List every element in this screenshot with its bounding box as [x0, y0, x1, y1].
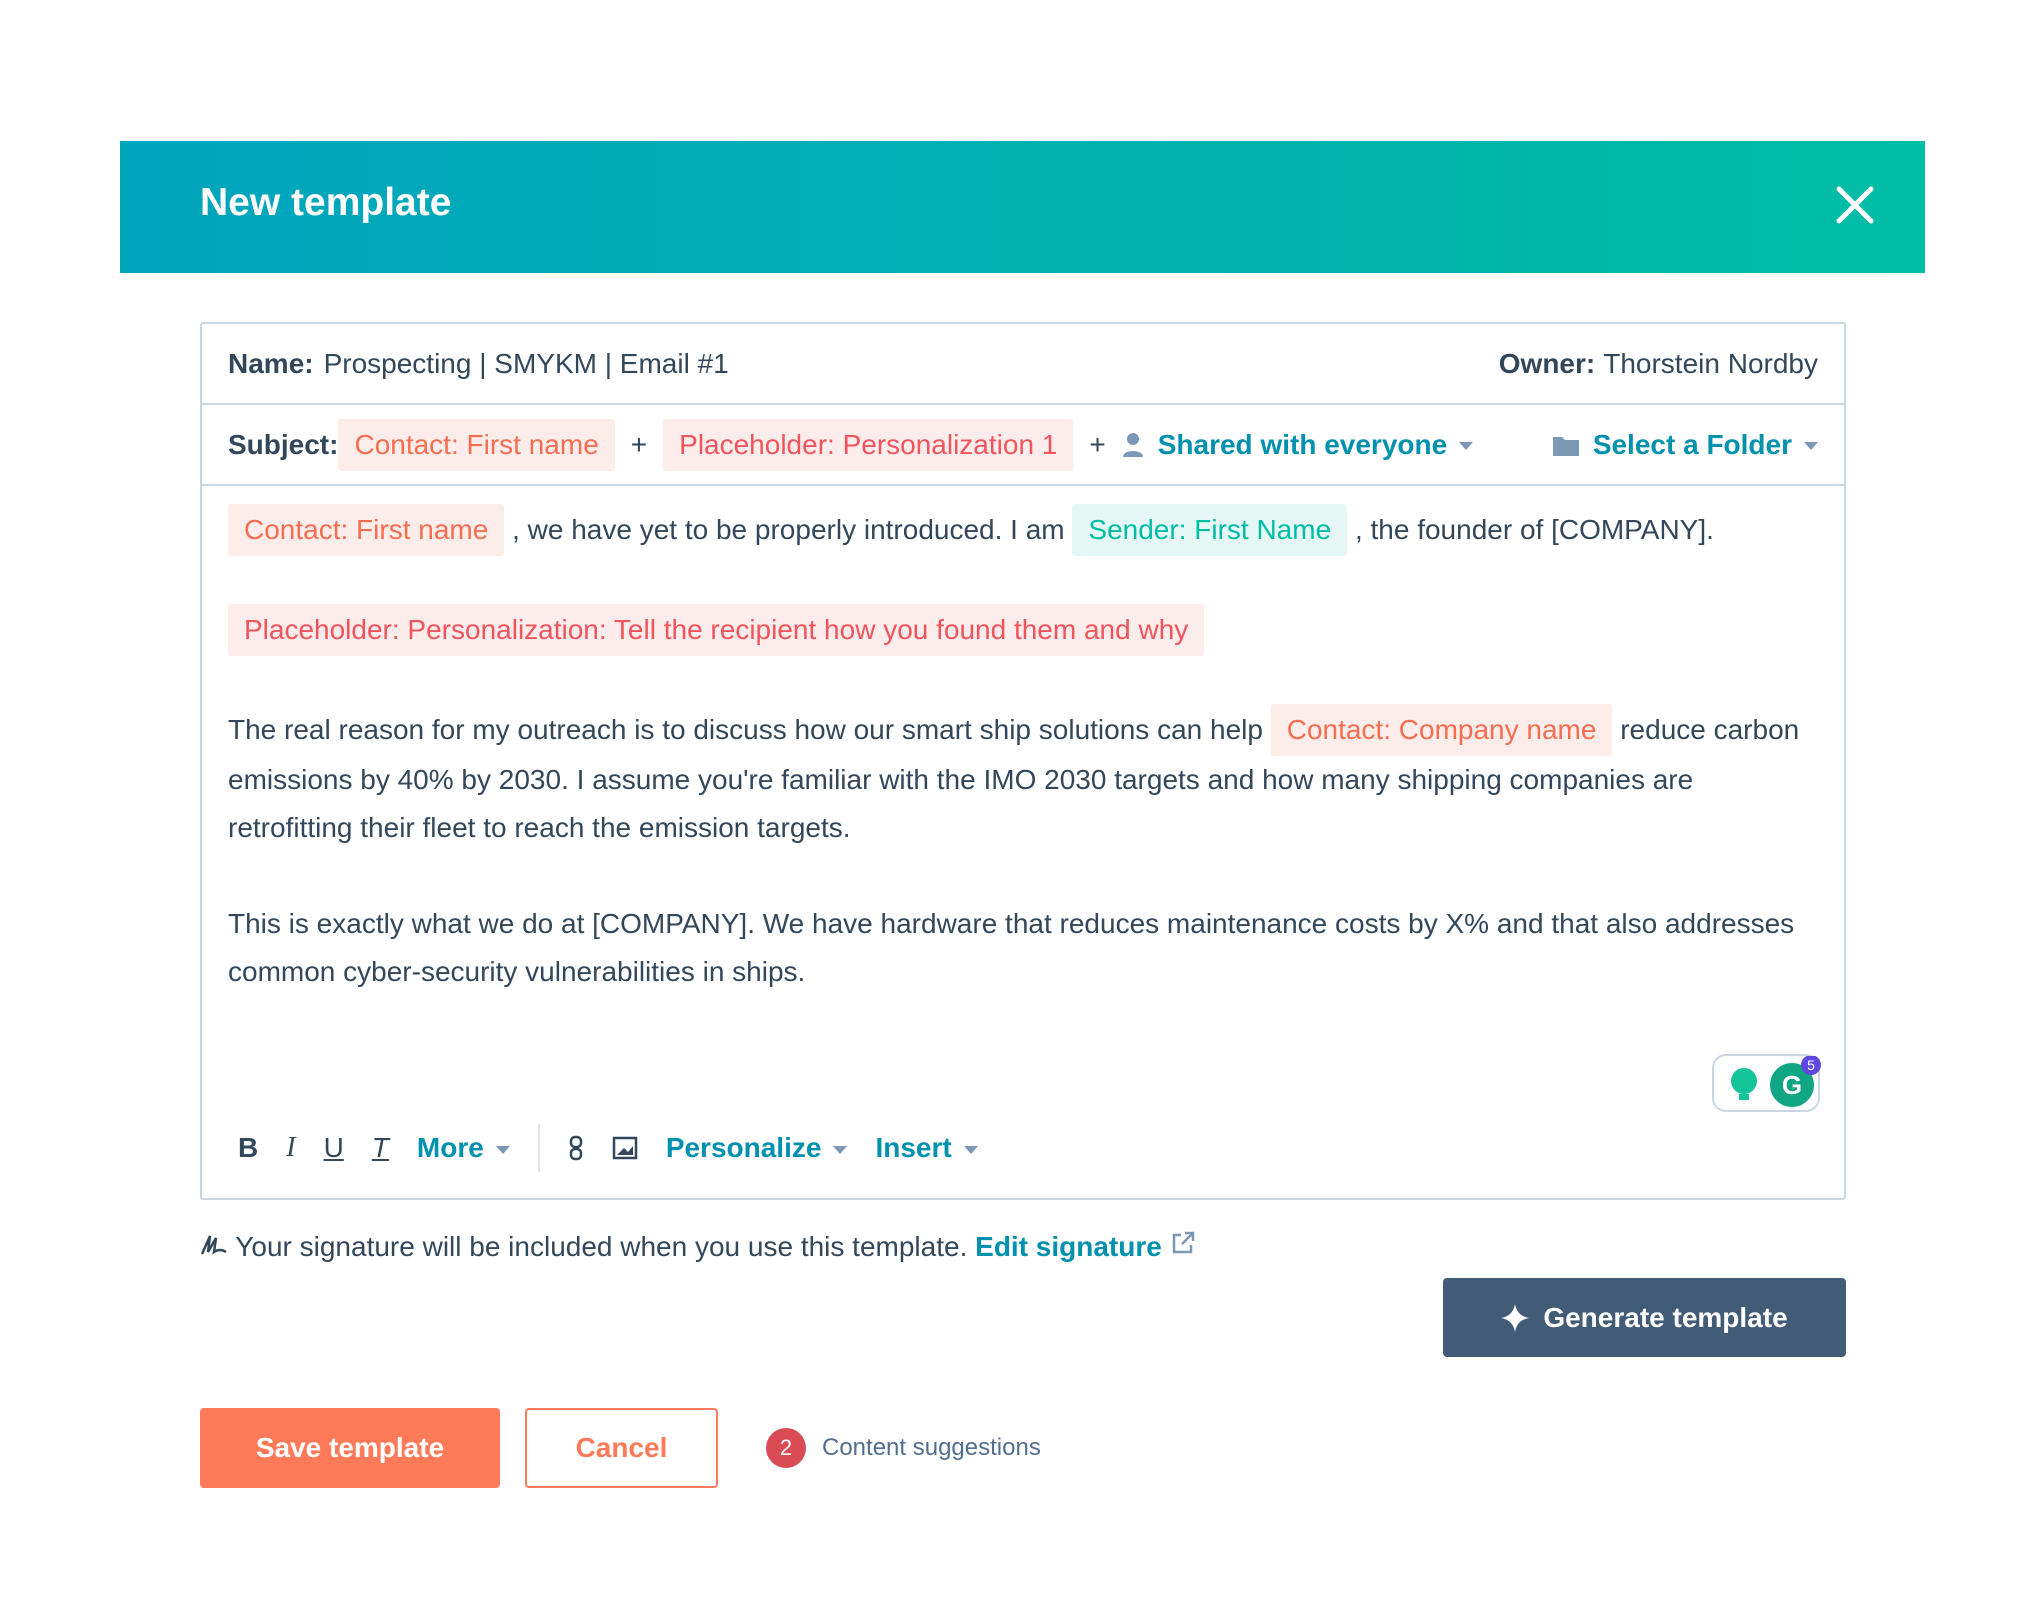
insert-dropdown[interactable]: Insert: [875, 1132, 978, 1164]
suggestions-count-badge: 2: [766, 1428, 806, 1468]
token-company-name[interactable]: Contact: Company name: [1270, 704, 1613, 756]
signature-text: Your signature will be included when you…: [235, 1231, 968, 1262]
plus-sign: +: [630, 428, 648, 460]
edit-signature-link[interactable]: Edit signature: [975, 1231, 1195, 1262]
sharing-label: Shared with everyone: [1157, 428, 1448, 460]
clear-format-button[interactable]: T: [371, 1132, 389, 1163]
subject-token-contact-first-name[interactable]: Contact: First name: [338, 418, 615, 471]
personalize-dropdown[interactable]: Personalize: [666, 1132, 848, 1164]
body-text: reduce carbon emissions by 40% by 2030. …: [228, 714, 1800, 843]
toolbar-divider: [537, 1124, 540, 1172]
owner-value[interactable]: Thorstein Nordby: [1603, 347, 1818, 379]
grammarly-badge: 5: [1807, 1057, 1815, 1073]
link-icon[interactable]: [568, 1135, 584, 1161]
sharing-dropdown[interactable]: Shared with everyone: [1157, 428, 1474, 461]
owner-label: Owner:: [1498, 347, 1596, 379]
modal-title: New template: [200, 181, 452, 224]
name-label: Name:: [228, 347, 314, 379]
body-text: , we have yet to be properly introduced.…: [512, 514, 1065, 545]
token-sender-first-name[interactable]: Sender: First Name: [1072, 504, 1348, 556]
folder-icon: [1552, 436, 1579, 456]
chevron-down-icon: [1459, 442, 1474, 451]
modal-header: New template: [120, 141, 1925, 273]
grammarly-widget[interactable]: G 5: [1712, 1054, 1821, 1112]
bold-button[interactable]: B: [238, 1132, 259, 1163]
external-link-icon: [1172, 1231, 1194, 1254]
signature-icon: [200, 1235, 227, 1255]
suggestions-label: Content suggestions: [822, 1434, 1041, 1461]
image-icon[interactable]: [612, 1136, 638, 1160]
folder-dropdown[interactable]: Select a Folder: [1593, 429, 1818, 461]
token-personalization[interactable]: Placeholder: Personalization: Tell the r…: [228, 604, 1205, 656]
subject-token-personalization[interactable]: Placeholder: Personalization 1: [663, 418, 1074, 471]
template-editor: Name: Prospecting | SMYKM | Email #1 Own…: [200, 322, 1846, 1200]
body-text: , the founder of [COMPANY].: [1354, 514, 1714, 545]
more-dropdown[interactable]: More: [417, 1132, 510, 1164]
subject-row: Subject: Contact: First name + Placehold…: [202, 405, 1844, 486]
subject-label: Subject:: [228, 428, 339, 460]
generate-template-button[interactable]: Generate template: [1443, 1278, 1846, 1357]
save-template-button[interactable]: Save template: [200, 1408, 500, 1488]
body-text: The real reason for my outreach is to di…: [228, 714, 1263, 745]
chevron-down-icon: [1804, 442, 1818, 451]
editor-toolbar: B I U T More Personalize Insert: [238, 1124, 978, 1172]
chevron-down-icon: [833, 1145, 848, 1154]
more-label: More: [416, 1132, 484, 1163]
name-field[interactable]: Prospecting | SMYKM | Email #1: [323, 347, 729, 379]
folder-label: Select a Folder: [1592, 428, 1792, 460]
edit-signature-label: Edit signature: [975, 1231, 1162, 1262]
content-suggestions[interactable]: 2 Content suggestions: [766, 1428, 1041, 1468]
person-icon: [1122, 432, 1143, 457]
close-icon[interactable]: [1825, 175, 1885, 235]
cancel-button[interactable]: Cancel: [525, 1408, 718, 1488]
personalize-label: Personalize: [665, 1132, 822, 1163]
svg-text:G: G: [1782, 1070, 1802, 1100]
chevron-down-icon: [495, 1145, 510, 1154]
generate-label: Generate template: [1543, 1301, 1788, 1333]
signature-note: Your signature will be included when you…: [200, 1230, 1196, 1263]
underline-button[interactable]: U: [323, 1132, 344, 1163]
plus-sign: +: [1089, 428, 1106, 460]
sparkle-icon: [1501, 1303, 1530, 1332]
token-contact-first-name[interactable]: Contact: First name: [228, 504, 505, 556]
name-row: Name: Prospecting | SMYKM | Email #1 Own…: [202, 324, 1844, 405]
body-text: This is exactly what we do at [COMPANY].…: [228, 908, 1795, 987]
insert-label: Insert: [875, 1132, 952, 1163]
italic-button[interactable]: I: [286, 1132, 296, 1163]
email-body[interactable]: Contact: First name , we have yet to be …: [228, 504, 1818, 1044]
grammarly-icon: G 5: [1731, 1055, 1821, 1107]
chevron-down-icon: [963, 1145, 978, 1154]
